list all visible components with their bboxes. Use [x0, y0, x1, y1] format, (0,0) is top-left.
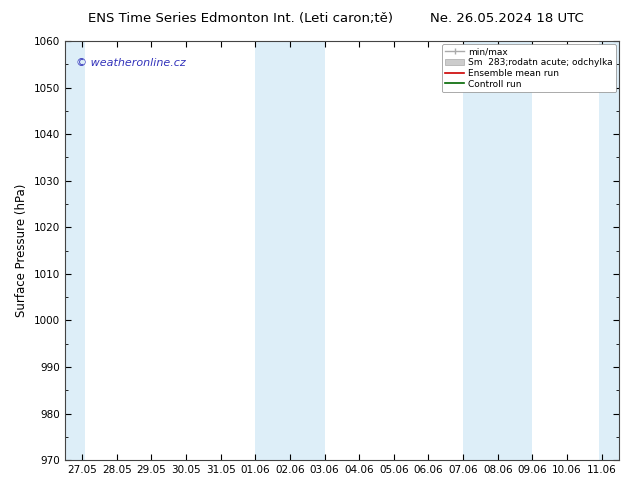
Bar	[463, 41, 533, 460]
Bar	[65, 41, 85, 460]
Bar	[256, 41, 325, 460]
Legend: min/max, Sm  283;rodatn acute; odchylka, Ensemble mean run, Controll run: min/max, Sm 283;rodatn acute; odchylka, …	[442, 44, 616, 93]
Text: Ne. 26.05.2024 18 UTC: Ne. 26.05.2024 18 UTC	[430, 12, 584, 25]
Text: © weatheronline.cz: © weatheronline.cz	[75, 58, 186, 68]
Text: ENS Time Series Edmonton Int. (Leti caron;tě): ENS Time Series Edmonton Int. (Leti caro…	[88, 12, 394, 25]
Y-axis label: Surface Pressure (hPa): Surface Pressure (hPa)	[15, 184, 28, 318]
Bar	[599, 41, 619, 460]
